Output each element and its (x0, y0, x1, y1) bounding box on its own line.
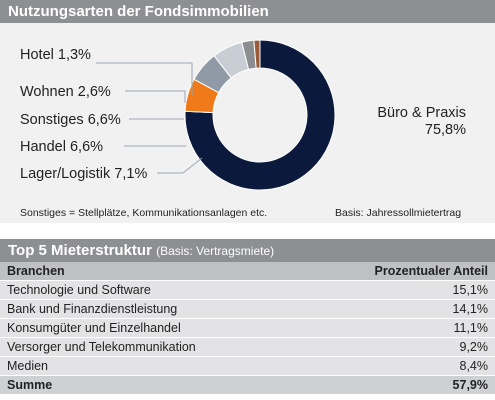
leader-line-hotel (96, 62, 193, 95)
label-sonstiges: Sonstiges 6,6% (20, 112, 121, 128)
label-wohnen: Wohnen 2,6% (20, 84, 111, 100)
label-hotel: Hotel 1,3% (20, 47, 91, 63)
leader-line-lager (157, 157, 203, 174)
row-branch: Versorger und Telekommunikation (0, 337, 304, 357)
footnote-left: Sonstiges = Stellplätze, Kommunikationsa… (20, 207, 268, 219)
chart-header: Nutzungsarten der Fondsimmobilien (0, 0, 495, 23)
row-share: 9,2% (303, 337, 495, 357)
row-share: 14,1% (303, 299, 495, 319)
row-share: 8,4% (303, 356, 495, 376)
table-header: Top 5 Mieterstruktur (Basis: Vertragsmie… (0, 239, 495, 262)
label-buero-value: 75,8% (425, 122, 466, 138)
row-share: 11,1% (303, 318, 495, 338)
row-branch: Technologie und Software (0, 280, 304, 300)
column-header-branch: Branchen (0, 262, 304, 281)
row-branch: Medien (0, 356, 304, 376)
tenant-table-panel: Branchen Prozentualer Anteil Technologie… (0, 262, 495, 400)
donut-slice-0 (184, 39, 336, 191)
label-lager: Lager/Logistik 7,1% (20, 166, 147, 182)
label-buero-name: Büro & Praxis (377, 105, 466, 121)
chart-title: Nutzungsarten der Fondsimmobilien (8, 3, 269, 20)
total-label: Summe (0, 375, 304, 395)
row-share: 15,1% (303, 280, 495, 300)
column-header-share: Prozentualer Anteil (303, 262, 495, 281)
table-total-row: Summe 57,9% (0, 375, 495, 395)
table-row: Bank und Finanzdienstleistung 14,1% (0, 299, 495, 319)
table-row: Konsumgüter und Einzelhandel 11,1% (0, 318, 495, 338)
table-title-sub: (Basis: Vertragsmiete) (156, 244, 275, 258)
label-handel: Handel 6,6% (20, 139, 103, 155)
table-row: Versorger und Telekommunikation 9,2% (0, 337, 495, 357)
row-branch: Konsumgüter und Einzelhandel (0, 318, 304, 338)
leader-line-wohnen (125, 90, 186, 103)
leader-lines (96, 62, 203, 174)
footnote-right: Basis: Jahressollmietertrag (335, 207, 462, 219)
table-row: Technologie und Software 15,1% (0, 280, 495, 300)
donut-chart: Hotel 1,3% Wohnen 2,6% Sonstiges 6,6% Ha… (20, 39, 466, 191)
donut-slice-5 (253, 39, 261, 69)
tenant-table: Branchen Prozentualer Anteil Technologie… (0, 262, 495, 395)
table-title: Top 5 Mieterstruktur (Basis: Vertragsmie… (8, 242, 274, 259)
table-row: Medien 8,4% (0, 356, 495, 376)
total-share: 57,9% (303, 375, 495, 395)
table-header-row: Branchen Prozentualer Anteil (0, 262, 495, 281)
donut-slices (184, 39, 336, 191)
table-title-main: Top 5 Mieterstruktur (8, 242, 152, 259)
row-branch: Bank und Finanzdienstleistung (0, 299, 304, 319)
